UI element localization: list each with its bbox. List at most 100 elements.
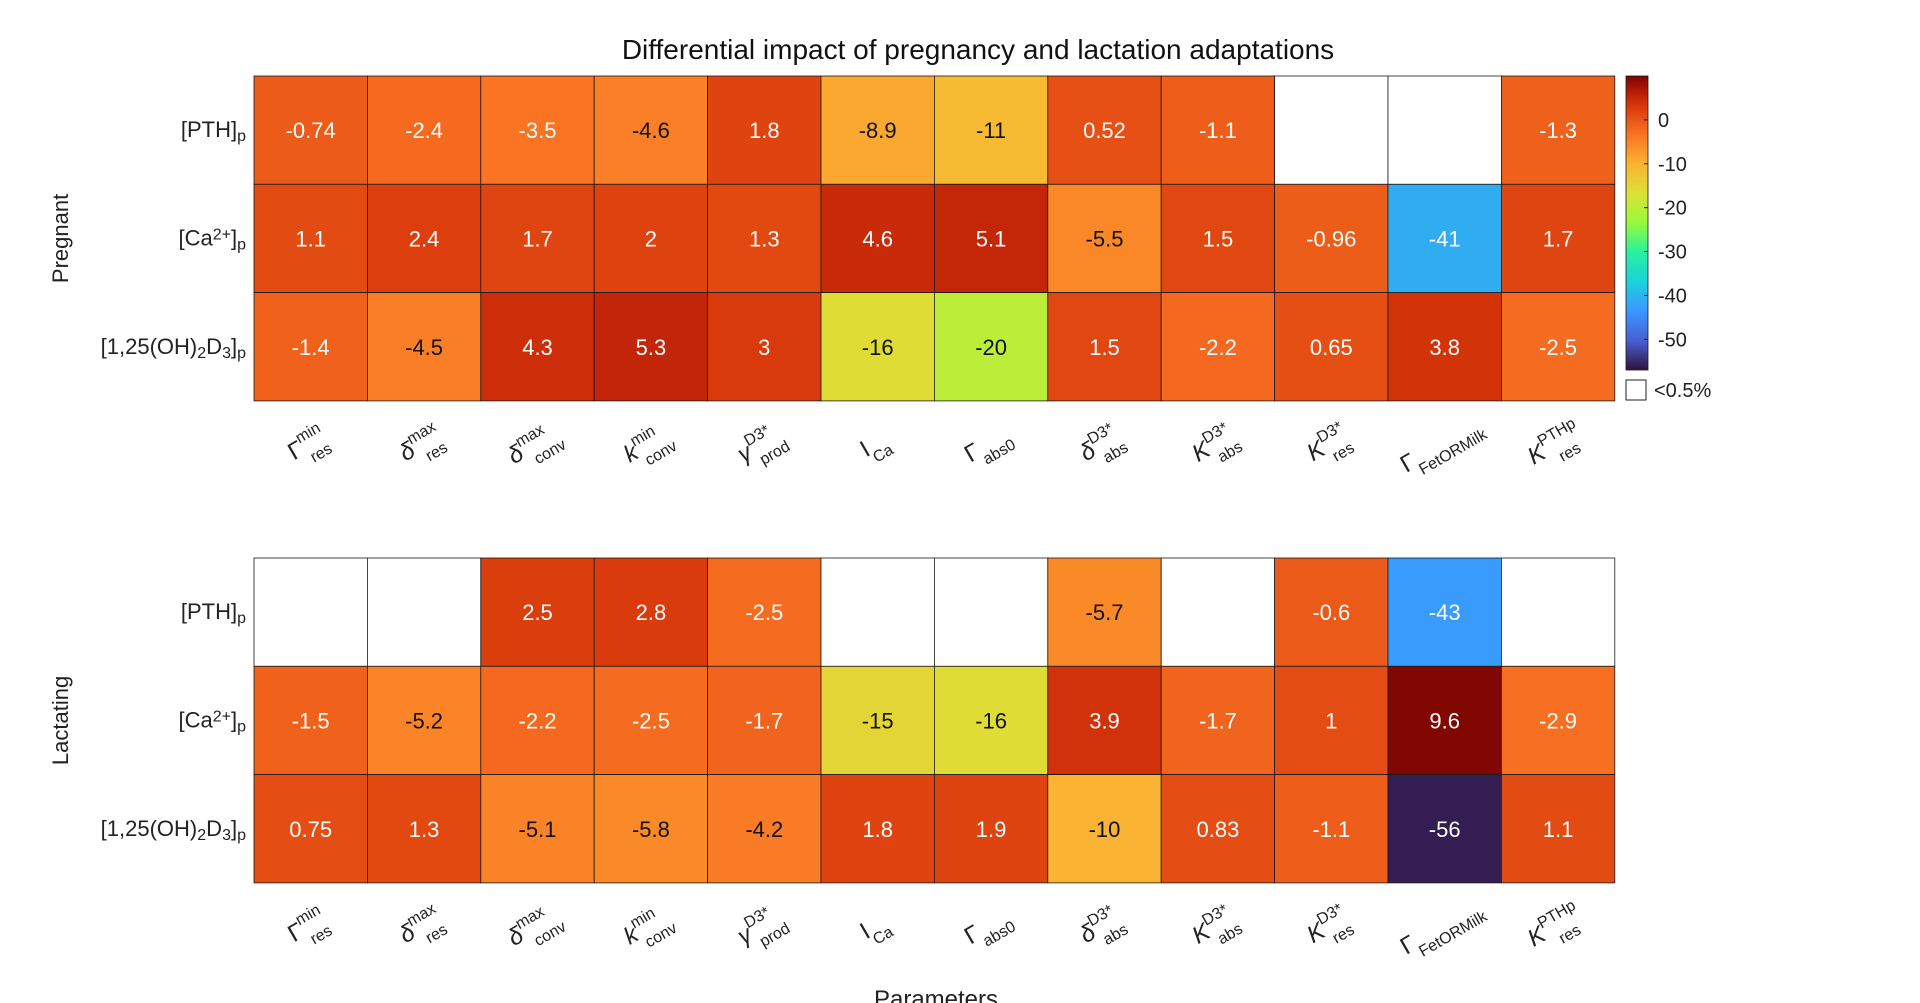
colorbar-tick-label: -10 xyxy=(1658,154,1687,176)
column-label: KPTHpres xyxy=(1521,415,1591,479)
cell-value: -5.1 xyxy=(519,817,557,842)
heatmap-cell xyxy=(1047,774,1162,884)
colorbar-tick-label: -20 xyxy=(1658,198,1687,220)
cell-value: -43 xyxy=(1429,600,1461,625)
heatmap-cell xyxy=(707,557,822,667)
cell-value: -2.2 xyxy=(1199,335,1237,360)
cell-value: -11 xyxy=(976,118,1006,143)
colorbar: 0 -10 -20 -30 -40 -50 <0.5% xyxy=(1625,75,1711,402)
column-label: Γminres xyxy=(281,901,335,956)
heatmap-cell xyxy=(253,774,368,884)
heatmap-cell xyxy=(1160,183,1275,294)
heatmap-cell xyxy=(820,183,935,294)
heatmap-cell xyxy=(820,774,935,884)
heatmap-cell xyxy=(1501,774,1616,884)
heatmap-cell xyxy=(1047,665,1162,775)
heatmap-cell xyxy=(480,665,595,775)
cell-value: -0.74 xyxy=(286,118,336,143)
colorbar-tick-label: -30 xyxy=(1658,242,1687,264)
heatmap-cell xyxy=(1160,557,1275,667)
column-label: KD3*res xyxy=(1300,419,1357,476)
cell-value: -20 xyxy=(975,335,1007,360)
row-label: [PTH]p xyxy=(181,599,246,627)
heatmap-cell xyxy=(934,665,1049,775)
row-label: [Ca2+]p xyxy=(178,225,246,253)
column-label: δmaxres xyxy=(393,900,451,957)
heatmap-cell xyxy=(593,75,709,185)
cell-value: 1.7 xyxy=(1543,226,1574,251)
row-label: [Ca2+]p xyxy=(178,707,246,735)
column-label: γD3*prod xyxy=(731,899,793,959)
cell-value: 2.5 xyxy=(522,600,553,625)
cell-value: 5.3 xyxy=(636,335,667,360)
column-label: kminconv xyxy=(617,899,680,959)
heatmap-cell xyxy=(1047,557,1162,667)
heatmap-cell xyxy=(1160,292,1275,402)
heatmap-cell xyxy=(480,75,595,185)
cell-value: -2.9 xyxy=(1539,708,1577,733)
panel-pregnant: -0.74 -2.4 -3.5 -4.6 1.8 -8.9 -11 0.52 -1.1 -1.3 1… xyxy=(48,75,1616,479)
cell-value: 0.75 xyxy=(289,817,332,842)
cell-value: 1.7 xyxy=(522,226,553,251)
cell-value: 1.5 xyxy=(1203,226,1234,251)
cell-value: -2.5 xyxy=(1539,335,1577,360)
heatmap-cell xyxy=(253,75,368,185)
column-label: ICa xyxy=(855,908,896,952)
cell-value: -8.9 xyxy=(859,118,897,143)
panel-label: Lactating xyxy=(48,676,73,765)
heatmap-cell xyxy=(934,183,1049,294)
heatmap-cell xyxy=(366,183,482,294)
heatmap-cell xyxy=(820,292,935,402)
heatmap-cell xyxy=(820,557,935,667)
cell-value: -1.5 xyxy=(292,708,330,733)
cell-value: 2.4 xyxy=(409,226,440,251)
heatmap-cell xyxy=(820,75,935,185)
row-label: [PTH]p xyxy=(181,117,246,145)
colorbar-tick-label: 0 xyxy=(1658,110,1669,132)
heatmap-cell xyxy=(480,183,595,294)
cell-value: 1.3 xyxy=(409,817,440,842)
cell-value: -1.7 xyxy=(745,708,783,733)
cell-value: -1.1 xyxy=(1199,118,1237,143)
heatmap-cell xyxy=(593,774,709,884)
heatmap-cell xyxy=(934,557,1049,667)
cell-value: -16 xyxy=(862,335,894,360)
x-axis-label: Parameters xyxy=(874,986,998,1003)
cell-value: 5.1 xyxy=(976,226,1007,251)
heatmap-cell xyxy=(707,292,822,402)
panel-lactating: 2.5 2.8 -2.5 -5.7 -0.6 -43 -1.5 -5.2 -2.2 -2.5 -1.… xyxy=(48,557,1616,961)
cell-value: 3.8 xyxy=(1429,335,1460,360)
cell-value: -4.5 xyxy=(405,335,443,360)
heatmap-cell xyxy=(1274,557,1389,667)
heatmap-cell xyxy=(707,774,822,884)
heatmap-cell xyxy=(480,557,595,667)
cell-value: 1.8 xyxy=(749,118,780,143)
cell-value: 4.3 xyxy=(522,335,553,360)
row-label: [1,25(OH)2D3]p xyxy=(101,334,246,362)
heatmap-cell xyxy=(707,183,822,294)
heatmap-cell xyxy=(593,557,709,667)
cell-value: 1 xyxy=(1325,708,1337,733)
cell-value: -0.96 xyxy=(1306,226,1356,251)
cell-value: -1.7 xyxy=(1199,708,1237,733)
panel-label: Pregnant xyxy=(48,194,73,283)
colorbar-tick-label: -50 xyxy=(1658,329,1687,351)
column-label: KD3*abs xyxy=(1185,418,1245,477)
heatmap-cell xyxy=(934,774,1049,884)
cell-value: 3 xyxy=(758,335,770,360)
heatmap-cell xyxy=(820,665,935,775)
heatmap-cell xyxy=(1274,75,1389,185)
cell-value: -2.2 xyxy=(519,708,557,733)
cell-value: 1.9 xyxy=(976,817,1007,842)
cell-value: -5.8 xyxy=(632,817,670,842)
cell-value: 0.65 xyxy=(1310,335,1353,360)
cell-value: -4.6 xyxy=(632,118,670,143)
column-label: δmaxres xyxy=(393,418,451,475)
cell-value: -4.2 xyxy=(745,817,783,842)
cell-value: -5.2 xyxy=(405,708,443,733)
panels: -0.74 -2.4 -3.5 -4.6 1.8 -8.9 -11 0.52 -1.1 -1.3 1… xyxy=(48,75,1616,961)
row-label: [1,25(OH)2D3]p xyxy=(101,816,246,844)
column-label: kminconv xyxy=(617,417,680,477)
column-label: KD3*abs xyxy=(1185,900,1245,959)
heatmap-cell xyxy=(366,665,482,775)
